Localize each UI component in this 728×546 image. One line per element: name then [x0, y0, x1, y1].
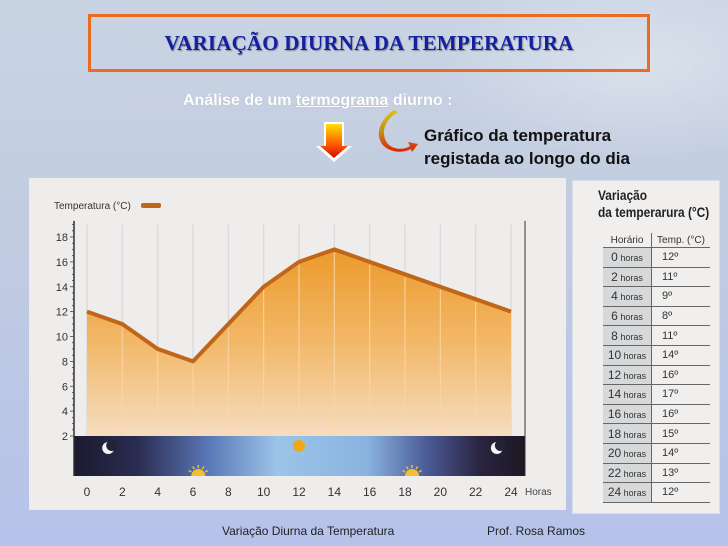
table-row: 20 horas 14º	[603, 443, 710, 464]
thermogram-chart: Temperatura (°C) 2 4 6 8 10 12 14 16 18 0 2 4 6 8 10 12 1…	[29, 178, 566, 510]
temp-cell: 16º	[651, 404, 710, 425]
sunset-icon	[405, 469, 420, 476]
x-tick-label: 6	[190, 485, 197, 499]
sunrise-icon	[191, 469, 206, 476]
table-row: 8 horas 11º	[603, 325, 710, 346]
table-row: 24 horas 12º	[603, 482, 710, 503]
hour-cell: 6 horas	[603, 306, 652, 327]
table-row: 4 horas 9º	[603, 286, 710, 307]
temperature-table-panel: Variação da temperarura (°C) Horário Tem…	[572, 180, 720, 514]
temp-cell: 17º	[651, 384, 710, 405]
footer-title: Variação Diurna da Temperatura	[222, 524, 395, 538]
temperature-table: Horário Temp. (°C) 0 horas 12º 2 horas 11º 4…	[603, 233, 710, 503]
x-axis-label: Horas	[525, 487, 552, 498]
hour-cell: 10 horas	[603, 345, 652, 366]
temp-cell: 9º	[651, 286, 710, 307]
x-tick-label: 18	[398, 485, 412, 499]
down-arrow-icon	[316, 122, 352, 162]
temp-cell: 12º	[651, 247, 710, 268]
callout-line2: registada ao longo do dia	[424, 149, 630, 168]
table-row: 6 horas 8º	[603, 306, 710, 327]
table-row: 22 horas 13º	[603, 463, 710, 484]
x-tick-label: 8	[225, 485, 232, 499]
temp-cell: 11º	[651, 267, 710, 288]
y-tick-label: 12	[56, 307, 68, 319]
temp-cell: 16º	[651, 365, 710, 386]
temp-cell: 12º	[651, 482, 710, 503]
temp-cell: 13º	[651, 463, 710, 484]
y-tick-label: 14	[56, 282, 68, 294]
temp-cell: 15º	[651, 423, 710, 444]
hour-cell: 16 horas	[603, 404, 652, 425]
table-row: 14 horas 17º	[603, 384, 710, 405]
x-tick-label: 20	[434, 485, 448, 499]
slide-title: VARIAÇÃO DIURNA DA TEMPERATURA	[164, 30, 574, 55]
sun-icon	[293, 440, 305, 452]
table-row: 18 horas 15º	[603, 423, 710, 444]
hour-cell: 8 horas	[603, 325, 652, 346]
legend-swatch-icon	[141, 203, 161, 208]
hour-cell: 12 horas	[603, 365, 652, 386]
table-row: 2 horas 11º	[603, 267, 710, 288]
temp-cell: 14º	[651, 443, 710, 464]
hour-cell: 22 horas	[603, 463, 652, 484]
y-tick-label: 8	[62, 356, 68, 368]
callout-line1: Gráfico da temperatura	[424, 126, 612, 145]
x-tick-label: 4	[154, 485, 161, 499]
temperature-line	[86, 247, 512, 364]
chart-legend-label: Temperatura (°C)	[54, 201, 131, 212]
x-tick-label: 22	[469, 485, 483, 499]
temp-cell: 14º	[651, 345, 710, 366]
x-tick-label: 2	[119, 485, 126, 499]
y-tick-label: 18	[56, 232, 68, 244]
hour-cell: 24 horas	[603, 482, 652, 503]
y-tick-label: 2	[62, 431, 68, 443]
subtitle-suffix: diurno :	[388, 92, 453, 109]
x-tick-label: 10	[257, 485, 271, 499]
subtitle: Análise de um termograma diurno :	[183, 92, 452, 110]
title-box: VARIAÇÃO DIURNA DA TEMPERATURA	[88, 14, 650, 72]
callout-text: Gráfico da temperatura registada ao long…	[424, 124, 630, 170]
background-swirl	[428, 0, 728, 160]
x-tick-label: 24	[504, 485, 518, 499]
curved-arrow-icon	[378, 110, 418, 152]
x-tick-label: 16	[363, 485, 377, 499]
y-tick-label: 6	[62, 381, 68, 393]
hour-cell: 2 horas	[603, 267, 652, 288]
subtitle-prefix: Análise de um	[183, 92, 296, 109]
header-horario: Horário	[603, 233, 652, 248]
table-title-line1: Variação	[598, 187, 647, 203]
subtitle-termograma: termograma	[295, 92, 389, 109]
x-tick-label: 14	[328, 485, 342, 499]
table-title-line2: da temperarura (°C)	[598, 204, 710, 220]
hour-cell: 4 horas	[603, 286, 652, 307]
hour-cell: 14 horas	[603, 384, 652, 405]
y-tick-label: 10	[56, 332, 68, 344]
table-row: 16 horas 16º	[603, 404, 710, 425]
hour-cell: 0 horas	[603, 247, 652, 268]
table-row: 0 horas 12º	[603, 247, 710, 268]
x-tick-label: 0	[84, 485, 91, 499]
y-tick-label: 16	[56, 257, 68, 269]
header-temp: Temp. (°C)	[651, 233, 710, 248]
hour-cell: 20 horas	[603, 443, 652, 464]
y-tick-label: 4	[62, 406, 68, 418]
temp-cell: 8º	[651, 306, 710, 327]
table-row: 12 horas 16º	[603, 365, 710, 386]
x-tick-label: 12	[292, 485, 306, 499]
footer-author: Prof. Rosa Ramos	[487, 524, 586, 538]
temp-cell: 11º	[651, 325, 710, 346]
table-title: Variação da temperarura (°C)	[598, 187, 709, 221]
table-row: 10 horas 14º	[603, 345, 710, 366]
hour-cell: 18 horas	[603, 423, 652, 444]
